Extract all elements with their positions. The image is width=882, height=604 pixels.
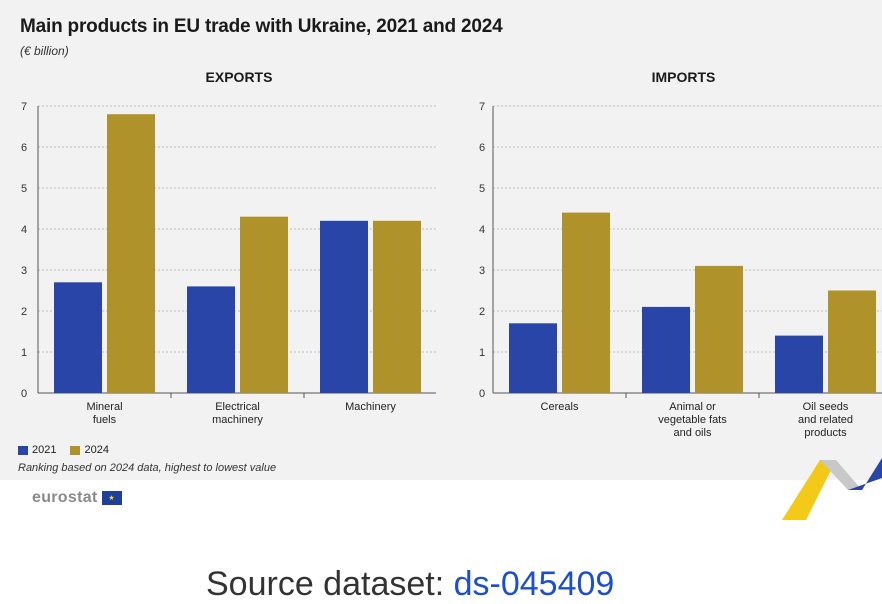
chart-title: Main products in EU trade with Ukraine, … xyxy=(20,16,503,37)
category-label: machinery xyxy=(212,414,263,426)
category-label: and oils xyxy=(674,427,712,439)
source-dataset-link[interactable]: ds-045409 xyxy=(453,565,615,603)
bar-2021 xyxy=(187,286,235,393)
category-label: Cereals xyxy=(541,401,579,413)
chart-imports: IMPORTS 0 1 2 3 4 5 6 7 Cereals Animal orvegetable… xyxy=(479,69,882,439)
category-label: and related xyxy=(798,414,853,426)
bar-2021 xyxy=(775,335,823,393)
y-tick-label: 2 xyxy=(21,306,27,318)
bar-2021 xyxy=(54,282,102,393)
category-label: Machinery xyxy=(345,401,396,413)
category-label: Oil seeds xyxy=(803,401,849,413)
y-tick-label: 7 xyxy=(21,101,27,113)
y-tick-label: 6 xyxy=(21,142,27,154)
decorative-chevron-graphic xyxy=(782,458,882,520)
y-tick-label: 5 xyxy=(479,183,485,195)
deco-grey-stroke xyxy=(820,460,862,490)
source-caption: Source dataset: ds-045409 xyxy=(206,565,614,604)
bar-2024 xyxy=(240,216,288,393)
legend-label-2024: 2024 xyxy=(84,444,109,456)
y-tick-label: 1 xyxy=(479,347,485,359)
legend-item-2024: 2024 xyxy=(70,444,109,456)
chart-panel: Main products in EU trade with Ukraine, … xyxy=(0,0,882,480)
category-label: vegetable fats xyxy=(658,414,727,426)
y-tick-label: 1 xyxy=(21,347,27,359)
bar-2024 xyxy=(695,265,743,393)
bar-2021 xyxy=(509,323,557,393)
y-tick-label: 4 xyxy=(21,224,27,236)
logo-text: eurostat xyxy=(32,489,98,506)
y-tick-label: 5 xyxy=(21,183,27,195)
category-label: fuels xyxy=(93,414,117,426)
eu-flag-icon: ★ xyxy=(101,491,122,505)
legend-swatch-2024 xyxy=(70,445,81,455)
y-tick-label: 6 xyxy=(479,142,485,154)
category-label: products xyxy=(804,427,847,439)
legend-swatch-2021 xyxy=(18,445,28,455)
y-tick-label: 7 xyxy=(479,101,485,113)
ranking-note: Ranking based on 2024 data, highest to l… xyxy=(18,462,277,474)
bar-2024 xyxy=(107,114,155,393)
y-tick-label: 3 xyxy=(21,265,27,277)
legend-item-2021: 2021 xyxy=(18,444,56,456)
category-label: Animal or xyxy=(669,401,716,413)
panel-title-imports: IMPORTS xyxy=(652,69,716,85)
unit-label: (€ billion) xyxy=(20,44,69,58)
deco-blue-stroke xyxy=(848,458,882,490)
legend-label-2021: 2021 xyxy=(32,444,57,456)
category-label: Electrical xyxy=(215,401,260,413)
y-tick-label: 0 xyxy=(21,388,27,400)
y-tick-label: 4 xyxy=(479,224,485,236)
source-prefix: Source dataset: xyxy=(206,565,454,603)
eurostat-logo: eurostat ★ xyxy=(32,489,122,507)
bar-2024 xyxy=(373,220,421,393)
bar-2024 xyxy=(828,290,876,393)
y-tick-label: 3 xyxy=(479,265,485,277)
panel-title-exports: EXPORTS xyxy=(206,69,273,85)
bar-2024 xyxy=(562,212,610,393)
category-label: Mineral xyxy=(86,401,122,413)
deco-yellow-stroke xyxy=(782,460,836,520)
y-tick-label: 2 xyxy=(479,306,485,318)
legend: 2021 2024 xyxy=(18,444,109,456)
bar-2021 xyxy=(642,306,690,393)
bar-2021 xyxy=(320,220,368,393)
y-tick-label: 0 xyxy=(479,388,485,400)
